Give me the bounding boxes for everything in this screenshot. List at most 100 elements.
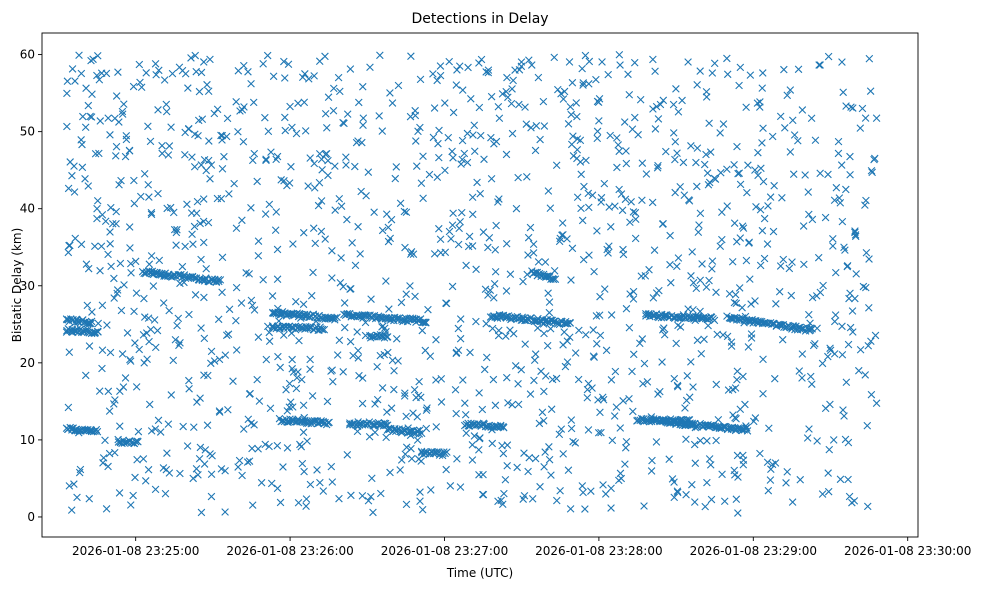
detection-point [95,75,104,84]
detection-point [63,89,71,98]
detection-point [829,234,837,243]
detection-point [816,61,824,69]
detection-point [747,300,755,308]
detection-point [787,291,796,300]
detection-point [732,299,741,308]
detection-point [625,394,633,403]
detection-point [808,215,817,224]
detection-point [694,228,703,236]
detection-point [232,283,241,292]
detection-point [502,373,511,382]
detection-point [863,502,872,511]
detection-point [388,99,397,107]
detection-point [70,480,78,488]
detection-point [776,321,785,329]
detection-point [552,161,561,170]
detection-point [79,112,87,121]
detection-point [705,455,714,463]
detection-point [854,366,863,375]
detection-point [225,305,234,314]
detection-point [127,269,135,277]
detection-point [583,385,592,394]
detection-point [593,127,602,136]
detection-point [365,432,374,441]
detection-point [112,92,121,100]
detection-point [96,117,105,125]
detection-point [656,100,665,109]
detection-point [758,139,766,147]
detection-point [720,497,729,506]
detection-point [378,384,387,392]
detection-point [482,319,490,328]
detection-point [93,196,102,205]
detection-point [229,377,237,385]
detection-point [567,416,576,424]
detection-point [317,155,326,164]
detection-point [202,166,211,175]
detection-point [499,423,508,432]
detection-point [130,176,138,185]
detection-point [552,496,561,505]
detection-point [106,348,115,357]
detection-point [135,60,144,69]
detection-point [429,133,438,142]
detection-point [411,106,419,115]
detection-point [162,100,171,109]
detection-point [498,500,507,509]
detection-point [607,376,616,384]
detection-point [484,68,493,77]
detection-point [397,456,406,464]
detection-point [703,478,711,487]
detection-point [280,74,289,82]
detection-point [527,123,535,132]
detection-point [751,414,760,422]
detection-point [234,127,242,136]
detection-point [772,300,780,308]
detection-point [671,155,679,164]
detection-point [335,336,344,345]
detection-point [838,350,847,359]
detection-point [696,436,705,445]
detection-point [563,337,572,345]
detection-point [763,240,772,248]
detection-point [280,57,288,66]
detection-point [529,240,538,248]
detection-point [234,66,243,75]
detection-point [130,307,138,316]
detection-point [318,166,326,174]
detection-point [464,242,473,251]
detection-point [396,199,405,208]
detection-point [734,473,742,481]
detection-point [104,462,112,471]
detection-point [145,193,153,201]
detection-point [84,101,93,110]
detection-point [782,479,790,487]
detection-point [331,314,339,322]
detection-point [468,193,477,202]
detection-point [99,459,107,467]
detection-point [175,341,183,350]
detection-point [327,462,336,471]
detection-point [87,319,95,328]
detection-point [697,349,706,358]
detection-point [375,112,383,120]
detection-point [283,444,292,452]
detection-point [524,233,533,242]
detection-point [204,87,213,95]
detection-point [813,437,821,445]
detection-point [584,189,593,198]
detection-point [279,463,287,471]
detection-point [66,241,74,250]
detection-point [600,285,609,293]
detection-point [536,135,544,144]
detection-point [67,506,76,514]
detection-point [144,314,153,322]
detection-point [116,259,125,268]
detection-point [581,505,589,513]
detection-point [335,494,343,503]
detection-point [112,219,120,228]
detection-point [535,419,544,428]
detection-point [81,175,89,183]
detection-point [386,234,395,243]
detection-point [288,355,296,364]
